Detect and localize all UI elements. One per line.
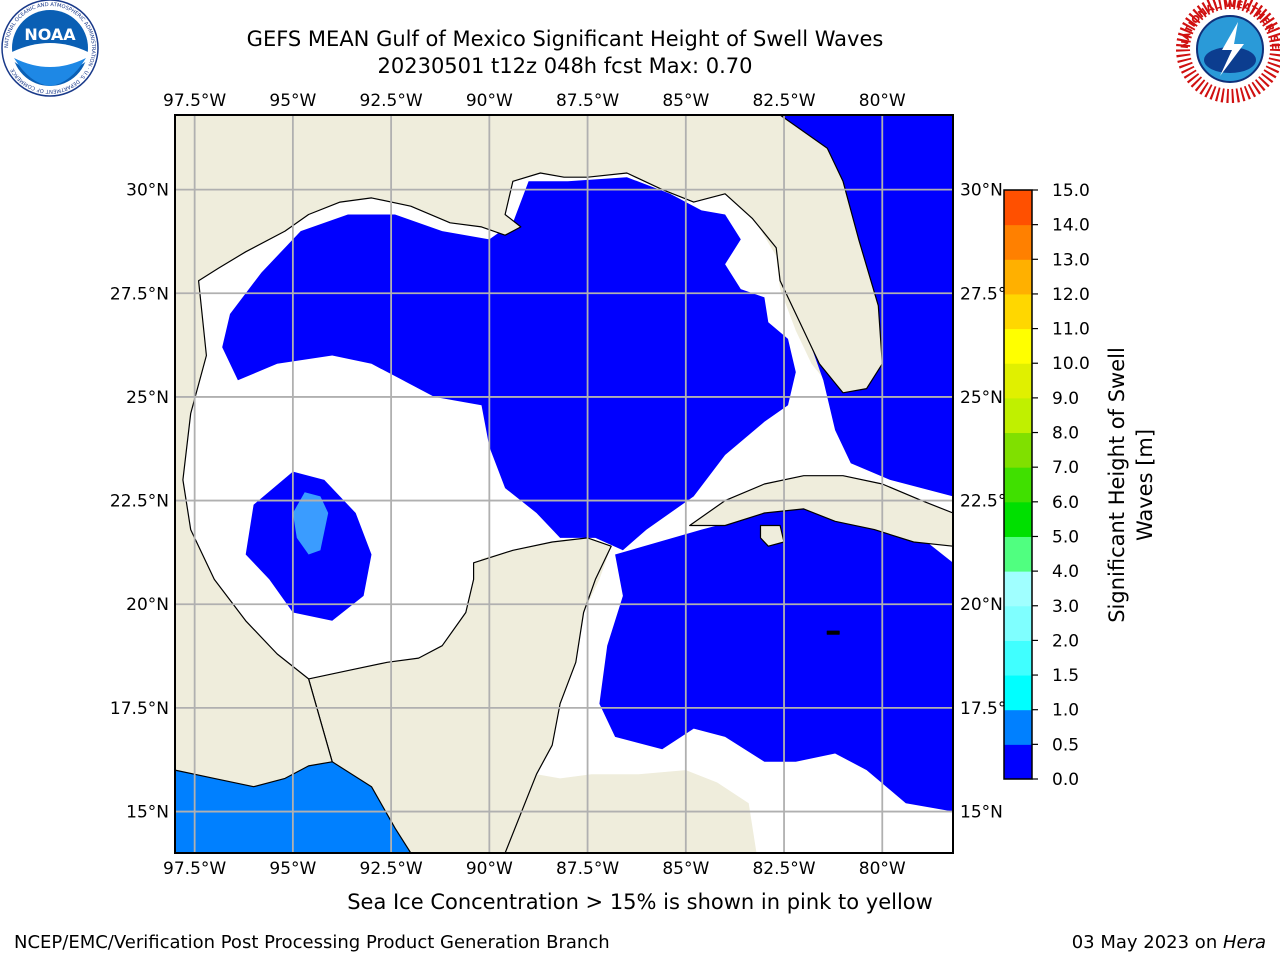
colorbar-tick-label: 1.5 [1052,666,1079,686]
colorbar-segment [1004,432,1032,468]
lon-label-bottom: 95°W [269,859,316,879]
colorbar-label: Significant Height of Swell Waves [m] [1105,347,1157,623]
colorbar-segment [1004,605,1032,641]
machine-name: Hera [1222,932,1266,953]
colorbar-segment [1004,363,1032,399]
colorbar-segment [1004,293,1032,330]
chart-title: GEFS MEAN Gulf of Mexico Significant Hei… [246,27,884,51]
lat-label-left: 27.5°N [110,284,169,304]
lon-label-bottom: 92.5°W [360,859,423,879]
nws-ring-text: NATIONAL WEATHER SERVICE [0,0,1280,50]
date-text: 03 May 2023 on [1071,932,1223,953]
colorbar-segment [1004,744,1032,780]
lon-label-top: 87.5°W [556,91,619,111]
colorbar-tick-label: 3.0 [1052,597,1079,617]
lat-label-left: 15°N [126,803,169,823]
north-america-land [175,115,883,788]
lon-label-top: 95°W [269,91,316,111]
colorbar-segment [1004,675,1032,711]
cayman-island [826,630,840,635]
lon-label-bottom: 87.5°W [556,859,619,879]
noaa-logo: NOAA [1,0,99,97]
lon-label-bottom: 82.5°W [752,859,815,879]
colorbar-label-line: Waves [m] [1133,429,1157,541]
lon-label-top: 85°W [662,91,709,111]
colorbar-tick-label: 5.0 [1052,527,1079,547]
colorbar-tick-label: 0.5 [1052,735,1079,755]
footnote: Sea Ice Concentration > 15% is shown in … [0,890,1280,914]
swell-caribbean [599,504,953,812]
lon-label-top: 82.5°W [752,91,815,111]
date-stamp: 03 May 2023 on Hera [1072,932,1266,953]
lon-label-top: 92.5°W [360,91,423,111]
lon-label-top: 97.5°W [163,91,226,111]
colorbar-segment [1004,571,1032,607]
colorbar-tick-label: 12.0 [1052,285,1090,305]
colorbar-segment [1004,224,1032,260]
noaa-logo-text: NOAA [24,25,76,44]
colorbar-tick-label: 14.0 [1052,216,1090,236]
lon-label-bottom: 85°W [662,859,709,879]
colorbar-segment [1004,501,1032,537]
colorbar-tick-label: 2.0 [1052,631,1079,651]
lat-label-left: 30°N [126,181,169,201]
colorbar-tick-label: 13.0 [1052,250,1090,270]
colorbar-tick-label: 7.0 [1052,458,1079,478]
colorbar-tick-label: 10.0 [1052,354,1090,374]
colorbar-tick-label: 9.0 [1052,389,1079,409]
colorbar-segment [1004,536,1032,572]
chart-subtitle: 20230501 t12z 048h fcst Max: 0.70 [377,54,753,78]
colorbar-tick-label: 1.0 [1052,701,1079,721]
colorbar-label-line: Significant Height of Swell [1105,347,1129,623]
colorbar-segment [1004,640,1032,676]
colorbar-tick-label: 8.0 [1052,424,1079,444]
lon-label-bottom: 97.5°W [163,859,226,879]
lat-label-left: 22.5°N [110,492,169,512]
yucatan-land [308,537,612,853]
colorbar-tick-label: 15.0 [1052,181,1090,201]
lon-label-bottom: 90°W [466,859,513,879]
colorbar-frame [1003,189,1033,780]
colorbar-segment [1004,467,1032,503]
isle-of-youth [759,524,785,547]
colorbar-tick-label: 4.0 [1052,562,1079,582]
lon-label-top: 90°W [466,91,513,111]
lat-label-right: 25°N [960,388,1003,408]
colorbar-segment [1004,190,1032,226]
lat-label-left: 25°N [126,388,169,408]
colorbar-segment [1004,259,1032,295]
lon-label-bottom: 80°W [859,859,906,879]
lat-label-left: 17.5°N [110,699,169,719]
lat-label-right: 30°N [960,181,1003,201]
lat-label-right: 20°N [960,595,1003,615]
nws-logo [1176,0,1280,103]
colorbar-tick-label: 0.0 [1052,770,1079,790]
swell-max-patch [292,492,329,555]
lat-label-left: 20°N [126,595,169,615]
map-frame [174,114,954,854]
lon-label-top: 80°W [859,91,906,111]
colorbar-segment [1004,709,1032,745]
swell-north-gulf [222,177,796,551]
colorbar-segment [1004,397,1032,434]
colorbar-tick-label: 6.0 [1052,493,1079,513]
map-panel [175,115,953,853]
colorbar-tick-label: 11.0 [1052,320,1090,340]
credit-text: NCEP/EMC/Verification Post Processing Pr… [14,932,610,953]
colorbar-segment [1004,328,1032,364]
lat-label-right: 15°N [960,803,1003,823]
footnote-text: Sea Ice Concentration > 15% is shown in … [347,890,933,914]
